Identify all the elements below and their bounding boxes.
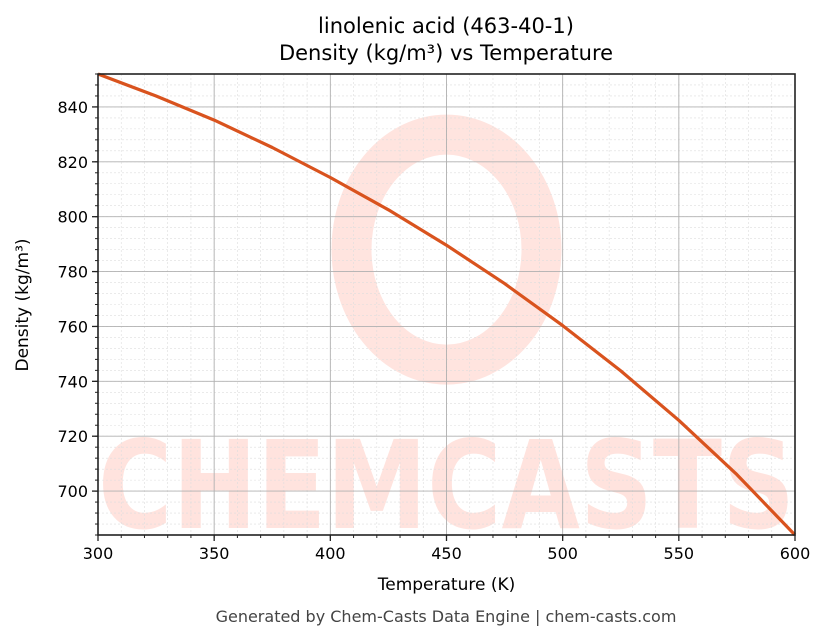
axis-ticks: 300 350 400 450 500 550 600 700 720 740 760 780 800 8… [57, 73, 811, 563]
x-tick-label: 450 [431, 544, 462, 563]
x-axis-label: Temperature (K) [377, 575, 516, 595]
footer-credit: Generated by Chem-Casts Data Engine | ch… [215, 607, 677, 626]
chart-title: linolenic acid (463-40-1) [318, 14, 574, 38]
density-line [97, 72, 797, 537]
x-tick-label: 400 [315, 544, 346, 563]
x-tick-label: 350 [199, 544, 230, 563]
x-tick-label: 500 [547, 544, 578, 563]
y-axis-label: Density (kg/m³) [13, 238, 33, 372]
y-tick-label: 720 [57, 427, 88, 446]
y-tick-label: 840 [57, 98, 88, 117]
y-tick-label: 820 [57, 153, 88, 172]
y-tick-label: 760 [57, 317, 88, 336]
y-tick-label: 740 [57, 372, 88, 391]
x-tick-label: 600 [780, 544, 811, 563]
y-tick-label: 780 [57, 263, 88, 282]
chart-subtitle: Density (kg/m³) vs Temperature [278, 41, 614, 65]
y-tick-label: 800 [57, 208, 88, 227]
x-tick-label: 300 [83, 544, 114, 563]
x-tick-label: 550 [664, 544, 695, 563]
y-tick-label: 700 [57, 482, 88, 501]
